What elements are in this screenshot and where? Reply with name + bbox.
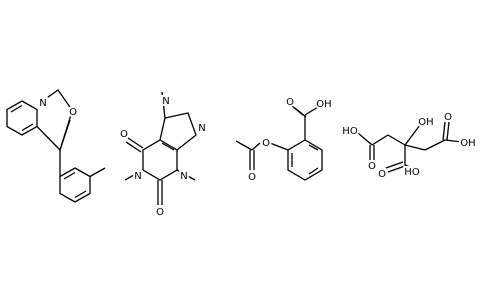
atom-label: N [39,98,46,109]
bond [387,134,406,146]
atom-label: O [286,97,294,108]
atom-label: O [248,172,256,183]
molecule-4-bonds [357,121,463,173]
bond [287,139,323,181]
atom-label: N [134,171,141,182]
molecule-1-bonds [6,89,106,203]
molecule-3-bonds [235,105,323,181]
atom-label: OH [418,117,433,128]
atom-label: O [262,138,270,149]
atom-label: O [156,207,164,218]
atom-label: N [198,123,205,134]
bond [446,121,450,141]
atom-label: O [368,161,376,172]
bond [63,171,76,180]
atom-label: O [120,129,128,140]
bond [269,142,289,151]
bond [385,161,404,169]
bond [21,123,34,132]
atom-label: O [444,112,452,123]
bond [294,107,307,118]
bond [251,142,261,151]
bond [74,190,87,199]
bond [43,89,73,151]
bond [161,142,175,151]
bond [404,144,426,151]
bond [10,104,23,113]
atom-label: N [180,171,187,182]
bond [357,132,373,146]
atom-label: N [162,96,169,107]
atom-label: O [378,169,386,180]
bond [387,165,406,173]
bond [59,119,71,151]
bond [424,139,446,151]
bond [176,169,196,181]
bond [159,112,197,151]
bond [235,140,253,151]
molecule-2-bonds [124,91,197,205]
atom-label: HO [342,126,358,137]
bond [124,169,144,181]
bond [161,91,166,119]
bond [308,167,319,175]
atom-label: HO [404,167,420,178]
bond [442,121,446,141]
bond [142,139,178,181]
bond [6,100,38,136]
bond [404,124,421,146]
bond [304,106,319,116]
atom-label: OH [460,138,475,149]
bond [444,139,463,143]
atom-label: O [69,107,77,118]
bond [308,144,319,151]
bond [36,126,61,151]
atom-label: OH [316,99,331,110]
bond [371,134,389,146]
bond [89,167,106,178]
bond [127,137,144,149]
bond [404,164,413,169]
bond [125,141,142,153]
